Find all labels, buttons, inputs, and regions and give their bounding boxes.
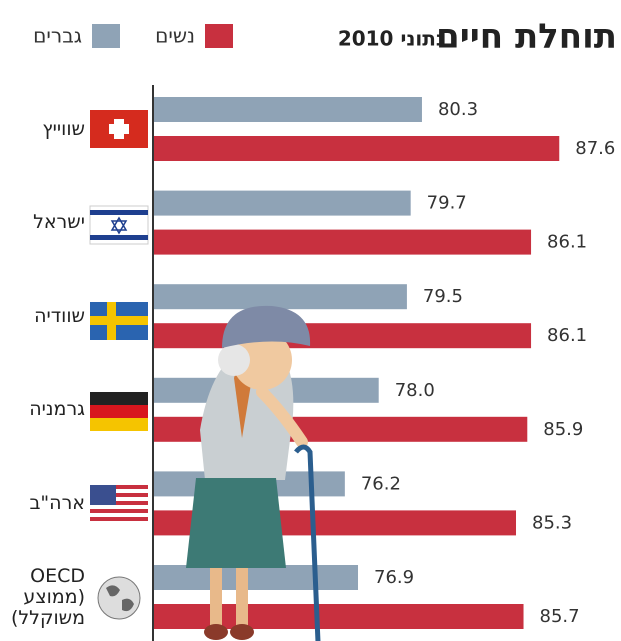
- value-label: 86.1: [547, 325, 587, 346]
- flag-germany: [90, 392, 148, 431]
- value-label: 79.5: [423, 286, 463, 307]
- illustration-shape: [294, 444, 321, 641]
- illustration-shape: [256, 386, 308, 448]
- category-label: שווייץ: [42, 117, 85, 140]
- illustration-shape: [232, 330, 292, 390]
- value-label: 85.3: [532, 512, 572, 533]
- legend-swatch: [92, 24, 120, 48]
- globe-icon: [97, 576, 141, 620]
- value-label: 78.0: [395, 380, 435, 401]
- chart-subtitle: נתוני 2010: [338, 27, 445, 51]
- bar: [154, 97, 422, 122]
- illustration-shape: [186, 478, 286, 568]
- bar: [154, 323, 532, 349]
- legend-label: נשים: [155, 24, 195, 48]
- bar: [154, 565, 359, 590]
- illustration-shape: [210, 568, 222, 628]
- chart-title: תוחלת חיים: [436, 17, 617, 57]
- flag-switzerland: [90, 110, 148, 148]
- illustration-shape: [230, 624, 254, 640]
- illustration-shape: [236, 568, 248, 628]
- flag-sweden: [90, 302, 148, 340]
- illustration-shape: [222, 305, 311, 348]
- category-label: ארה"ב: [29, 491, 85, 514]
- bar: [154, 604, 524, 629]
- category-label: גרמניה: [29, 398, 85, 421]
- value-label: 85.7: [540, 606, 580, 627]
- illustration-shape: [218, 344, 250, 376]
- illustration-shape: [204, 624, 228, 640]
- legend-label: גברים: [33, 24, 82, 48]
- category-label: שוודיה: [34, 304, 85, 327]
- bar: [154, 190, 411, 216]
- bar: [154, 284, 407, 310]
- value-label: 76.2: [361, 473, 401, 494]
- value-label: 80.3: [438, 99, 478, 120]
- flag-usa: [90, 485, 148, 523]
- value-label: 85.9: [543, 419, 583, 440]
- bar: [154, 136, 560, 161]
- flag-israel: [89, 205, 149, 245]
- value-label: 79.7: [427, 193, 467, 214]
- illustration-elderly-woman: [186, 305, 321, 641]
- value-label: 76.9: [374, 567, 414, 588]
- value-label: 87.6: [575, 138, 615, 159]
- legend-swatch: [205, 24, 233, 48]
- value-label: 86.1: [547, 232, 587, 253]
- category-label: ישראל: [33, 211, 85, 234]
- bar: [154, 229, 532, 255]
- category-label: OECD (ממוצע משוקלל): [10, 564, 85, 629]
